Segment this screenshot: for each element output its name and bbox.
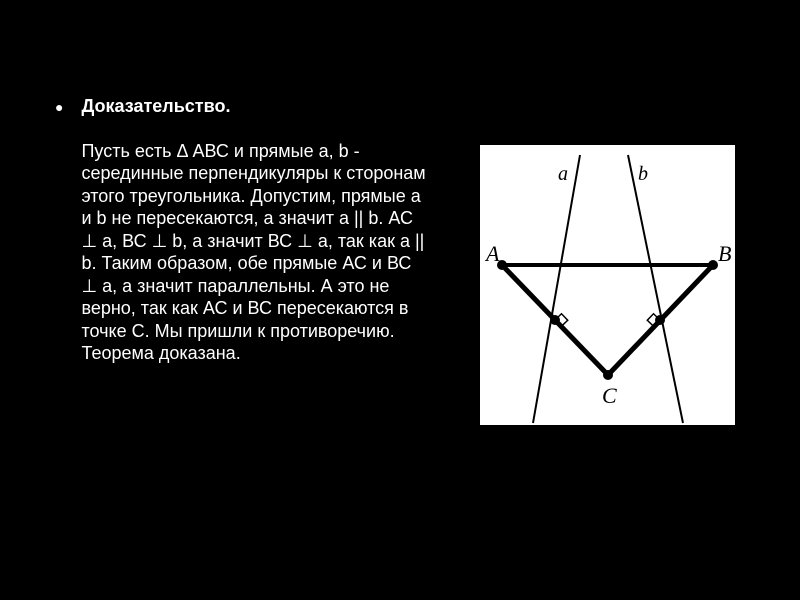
bullet-item: ● Доказательство. Пусть есть Δ АВС и пря… [55, 95, 430, 365]
label-A: A [484, 241, 500, 266]
label-C: C [602, 383, 617, 408]
proof-body: Пусть есть Δ АВС и прямые a, b - середин… [81, 140, 430, 365]
text-content: Доказательство. Пусть есть Δ АВС и прямы… [81, 95, 430, 365]
label-a: a [558, 163, 568, 185]
line-b [628, 155, 683, 423]
diagram-box: a b A B C [480, 145, 735, 425]
slide-container: ● Доказательство. Пусть есть Δ АВС и пря… [0, 0, 800, 600]
proof-title: Доказательство. [81, 95, 430, 118]
label-B: B [718, 241, 731, 266]
vertex-c [603, 370, 613, 380]
vertex-b [708, 260, 718, 270]
geometry-diagram: a b A B C [480, 145, 735, 425]
text-column: ● Доказательство. Пусть есть Δ АВС и пря… [55, 95, 445, 560]
diagram-column: a b A B C [480, 145, 735, 560]
label-b: b [638, 163, 648, 185]
line-a [533, 155, 580, 423]
bullet-marker: ● [55, 99, 63, 115]
